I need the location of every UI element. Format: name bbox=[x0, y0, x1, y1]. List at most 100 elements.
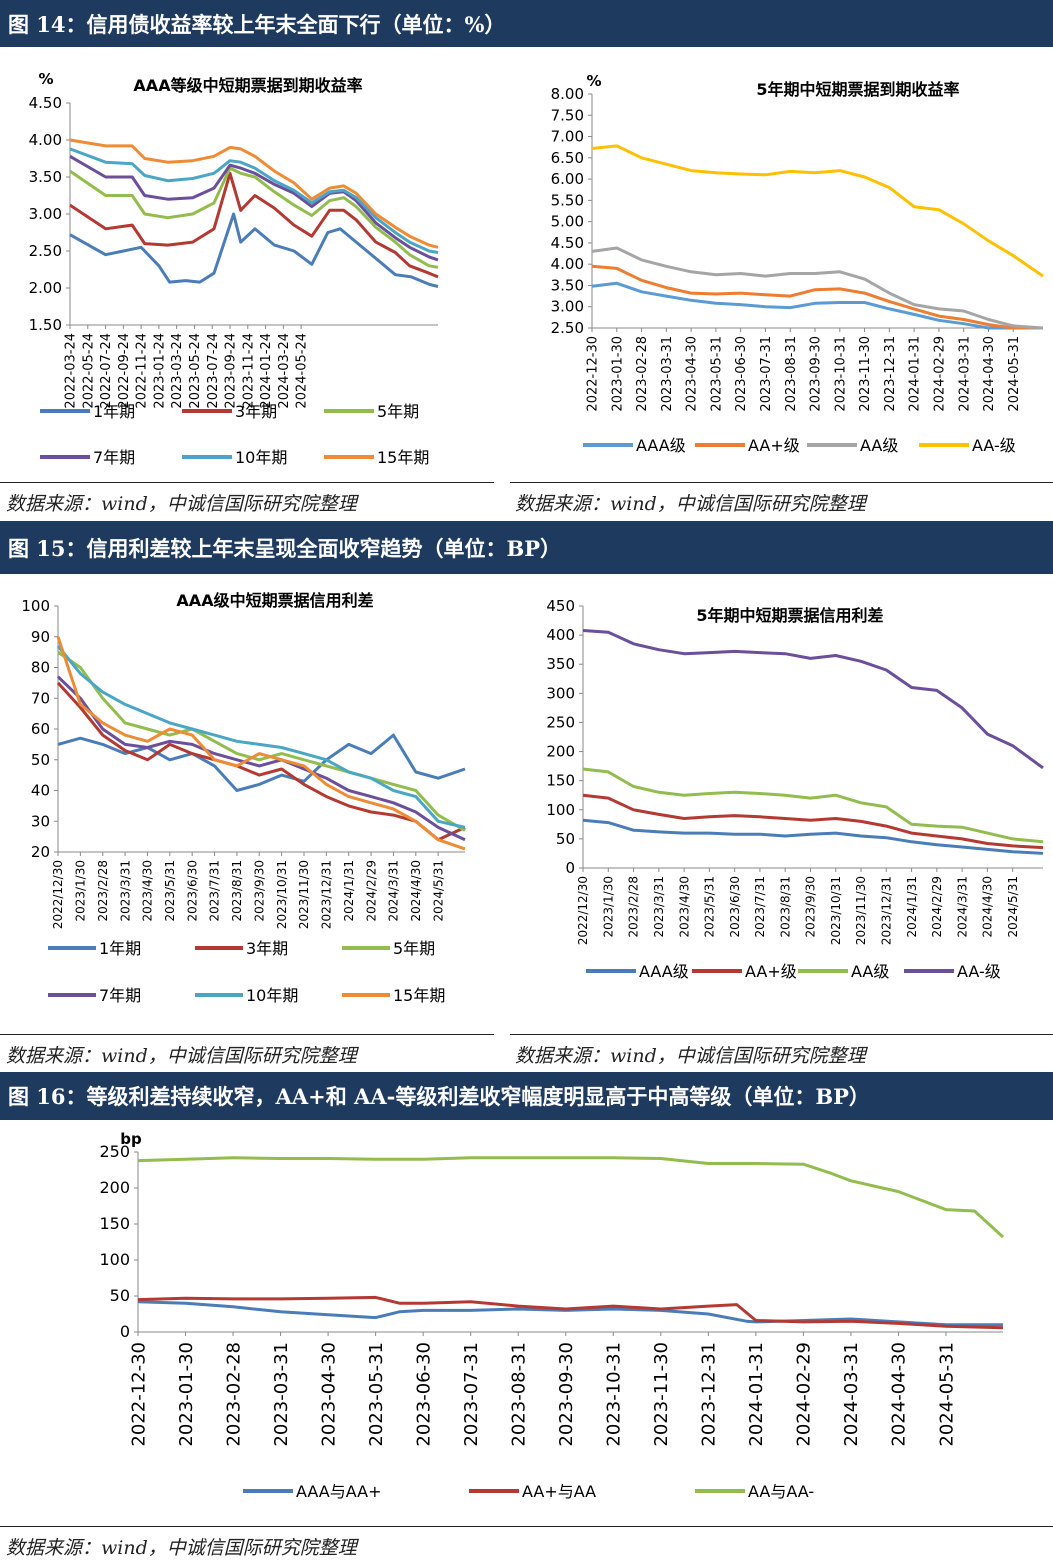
x-tick-label: 2024/2/29 bbox=[930, 876, 944, 938]
x-tick-label: 2024/4/30 bbox=[981, 876, 995, 938]
source-note: 数据来源：wind，中诚信国际研究院整理 bbox=[6, 493, 357, 515]
legend-label-AAA与AA+: AAA与AA+ bbox=[296, 1482, 381, 1501]
divider-line bbox=[0, 482, 494, 483]
x-tick-label: 2024/3/31 bbox=[387, 860, 401, 922]
legend-label-AA与AA-: AA与AA- bbox=[748, 1482, 814, 1501]
x-tick-label: 2023/12/31 bbox=[320, 860, 334, 929]
x-tick-label: 2023-05-31 bbox=[709, 336, 724, 412]
x-tick-label: 2024-04-30 bbox=[982, 336, 997, 412]
x-tick-label: 2022-12-30 bbox=[586, 336, 601, 412]
x-tick-label: 2023-01-24 bbox=[152, 333, 167, 409]
x-tick-label: 2023-04-30 bbox=[685, 336, 700, 412]
chart-2-title: AAA级中短期票据信用利差 bbox=[176, 591, 373, 610]
chart-0-title: AAA等级中短期票据到期收益率 bbox=[133, 76, 362, 95]
legend-label-AA+级: AA+级 bbox=[745, 962, 797, 981]
x-tick-label: 2023/11/30 bbox=[297, 860, 311, 929]
x-tick-label: 2023-04-30 bbox=[318, 1342, 339, 1447]
y-tick-label: 70 bbox=[31, 689, 50, 707]
series-line-AA级 bbox=[591, 246, 1044, 330]
series-line-AA-级 bbox=[591, 144, 1044, 278]
series-line-15年期 bbox=[56, 636, 466, 851]
source-note: 数据来源：wind，中诚信国际研究院整理 bbox=[515, 493, 866, 515]
legend-label-AA+级: AA+级 bbox=[748, 436, 800, 455]
x-tick-label: 2024-01-31 bbox=[746, 1342, 767, 1447]
legend-label-3年期: 3年期 bbox=[246, 939, 288, 958]
x-tick-label: 2023-01-30 bbox=[610, 336, 625, 412]
legend-label-15年期: 15年期 bbox=[377, 448, 429, 467]
series-line-AA-级 bbox=[582, 629, 1044, 770]
x-tick-label: 2024-05-24 bbox=[295, 333, 310, 409]
series-line-5年期 bbox=[69, 166, 439, 269]
x-tick-label: 2024/3/31 bbox=[955, 876, 969, 938]
x-tick-label: 2024-04-30 bbox=[889, 1342, 910, 1447]
x-tick-label: 2023/7/31 bbox=[208, 860, 222, 922]
x-tick-label: 2023-07-31 bbox=[461, 1342, 482, 1447]
x-tick-label: 2023-08-31 bbox=[509, 1342, 530, 1447]
legend-label-AA-级: AA-级 bbox=[957, 962, 1001, 981]
y-tick-label: 50 bbox=[31, 751, 50, 769]
chart-3-title: 5年期中短期票据信用利差 bbox=[696, 606, 883, 625]
series-line-AA+与AA bbox=[137, 1295, 1004, 1330]
x-tick-label: 2023/9/30 bbox=[252, 860, 266, 922]
x-tick-label: 2024-01-31 bbox=[908, 336, 923, 412]
y-tick-label: 3.50 bbox=[551, 276, 584, 294]
x-tick-label: 2023/2/28 bbox=[627, 876, 641, 938]
x-tick-label: 2023-02-28 bbox=[635, 336, 650, 412]
y-tick-label: 400 bbox=[546, 626, 575, 644]
x-tick-label: 2022-09-24 bbox=[117, 333, 132, 409]
x-tick-label: 2024-05-31 bbox=[936, 1342, 957, 1447]
legend-label-5年期: 5年期 bbox=[393, 939, 435, 958]
y-tick-label: 40 bbox=[31, 782, 50, 800]
series-line-1年期 bbox=[57, 733, 466, 792]
chart-0-unit-label: % bbox=[38, 70, 53, 88]
x-tick-label: 2023-11-30 bbox=[858, 336, 873, 412]
y-tick-label: 7.50 bbox=[551, 106, 584, 124]
y-tick-label: 5.50 bbox=[551, 191, 584, 209]
x-tick-label: 2023/10/31 bbox=[829, 876, 843, 945]
y-tick-label: 1.50 bbox=[29, 316, 62, 334]
x-tick-label: 2023-02-28 bbox=[223, 1342, 244, 1447]
y-tick-label: 7.00 bbox=[551, 128, 584, 146]
y-tick-label: 350 bbox=[546, 655, 575, 673]
series-line-AA与AA- bbox=[137, 1156, 1005, 1239]
y-tick-label: 200 bbox=[99, 1178, 130, 1197]
y-tick-label: 250 bbox=[99, 1142, 130, 1161]
series-line-7年期 bbox=[69, 155, 439, 262]
x-tick-label: 2023-10-31 bbox=[604, 1342, 625, 1447]
x-tick-label: 2023/11/30 bbox=[854, 876, 868, 945]
legend-label-5年期: 5年期 bbox=[377, 402, 419, 421]
y-tick-label: 4.50 bbox=[29, 94, 62, 112]
source-note: 数据来源：wind，中诚信国际研究院整理 bbox=[6, 1537, 357, 1559]
x-tick-label: 2023-03-31 bbox=[271, 1342, 292, 1447]
x-tick-label: 2023/10/31 bbox=[275, 860, 289, 929]
series-line-7年期 bbox=[56, 675, 466, 842]
chart-4-unit-label: bp bbox=[120, 1130, 142, 1148]
x-tick-label: 2022-03-24 bbox=[64, 333, 79, 409]
divider-line bbox=[510, 482, 1053, 483]
x-tick-label: 2023-05-31 bbox=[366, 1342, 387, 1447]
x-tick-label: 2023-07-31 bbox=[759, 336, 774, 412]
series-line-AA+级 bbox=[591, 264, 1043, 330]
x-tick-label: 2023-11-30 bbox=[651, 1342, 672, 1447]
x-tick-label: 2023-12-31 bbox=[883, 336, 898, 412]
y-tick-label: 0 bbox=[120, 1322, 130, 1341]
series-line-AAA级 bbox=[591, 281, 1043, 330]
x-tick-label: 2022/12/30 bbox=[576, 876, 590, 945]
x-tick-label: 2023/4/30 bbox=[141, 860, 155, 922]
legend-label-3年期: 3年期 bbox=[235, 402, 277, 421]
x-tick-label: 2024-03-31 bbox=[957, 336, 972, 412]
x-tick-label: 2023/1/30 bbox=[601, 876, 615, 938]
series-line-3年期 bbox=[56, 681, 466, 842]
x-tick-label: 2023-12-31 bbox=[699, 1342, 720, 1447]
figure-15-title: 图 15：信用利差较上年末呈现全面收窄趋势（单位：BP） bbox=[8, 535, 562, 561]
figure-15-title-banner: 图 15：信用利差较上年末呈现全面收窄趋势（单位：BP） bbox=[0, 521, 1053, 574]
y-tick-label: 6.50 bbox=[551, 149, 584, 167]
y-tick-label: 3.50 bbox=[29, 168, 62, 186]
y-tick-label: 100 bbox=[546, 801, 575, 819]
x-tick-label: 2023/3/31 bbox=[118, 860, 132, 922]
y-tick-label: 2.00 bbox=[29, 279, 62, 297]
y-tick-label: 30 bbox=[31, 812, 50, 830]
y-tick-label: 450 bbox=[546, 597, 575, 615]
x-tick-label: 2024-02-29 bbox=[932, 336, 947, 412]
legend-label-AA级: AA级 bbox=[860, 436, 898, 455]
